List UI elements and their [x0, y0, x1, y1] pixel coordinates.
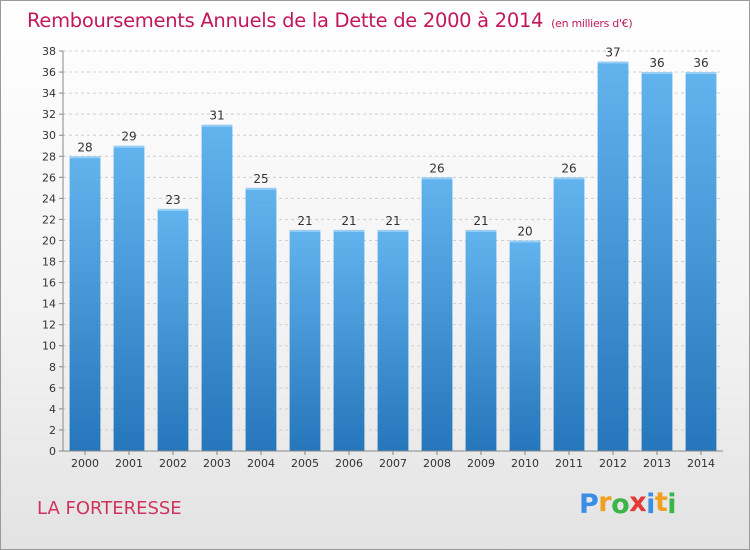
y-tick-label: 14	[42, 298, 56, 311]
data-label-2014: 36	[693, 56, 708, 70]
bar-2000	[69, 156, 101, 451]
bar-2013	[641, 72, 673, 451]
x-tick-label-2004: 2004	[247, 457, 275, 470]
bar-top-highlight	[201, 124, 233, 127]
x-tick-label-2009: 2009	[467, 457, 495, 470]
bar-top-highlight	[289, 229, 321, 232]
x-tick-label-2008: 2008	[423, 457, 451, 470]
logo-letter: i	[646, 489, 655, 520]
y-tick-label: 4	[49, 403, 56, 416]
x-tick-label-2012: 2012	[599, 457, 627, 470]
chart-title: Remboursements Annuels de la Dette de 20…	[27, 9, 633, 32]
y-tick-label: 30	[42, 129, 56, 142]
bar-2003	[201, 124, 233, 452]
data-label-2009: 21	[473, 214, 488, 228]
x-tick-label-2005: 2005	[291, 457, 319, 470]
bar-top-highlight	[509, 240, 541, 243]
bar-top-highlight	[157, 208, 189, 211]
logo-letter: t	[654, 487, 668, 518]
labels: 0246810121416182022242628303234363828200…	[42, 45, 715, 470]
logo-letter: P	[579, 489, 599, 520]
y-tick-label: 2	[49, 424, 56, 437]
y-tick-label: 10	[42, 340, 56, 353]
bar-2005	[289, 229, 321, 451]
logo-letter: o	[611, 489, 630, 520]
bar-top-highlight	[377, 229, 409, 232]
logo-letter: i	[667, 489, 677, 520]
y-tick-label: 32	[42, 108, 56, 121]
data-label-2000: 28	[77, 140, 92, 154]
bar-2004	[245, 187, 277, 451]
bar-2012	[597, 61, 629, 452]
data-label-2010: 20	[517, 224, 532, 238]
bar-top-highlight	[69, 156, 101, 159]
bar-top-highlight	[597, 61, 629, 64]
data-label-2007: 21	[385, 214, 400, 228]
bar-2011	[553, 177, 585, 451]
bar-2009	[465, 229, 497, 451]
data-label-2013: 36	[649, 56, 664, 70]
data-label-2005: 21	[297, 214, 312, 228]
y-tick-label: 28	[42, 150, 56, 163]
bar-top-highlight	[113, 145, 145, 148]
bar-top-highlight	[553, 177, 585, 180]
bar-2006	[333, 229, 365, 451]
y-tick-label: 38	[42, 45, 56, 58]
x-tick-label-2001: 2001	[115, 457, 143, 470]
bar-2001	[113, 145, 145, 451]
y-tick-label: 22	[42, 213, 56, 226]
bar-top-highlight	[245, 187, 277, 190]
logo-letter: r	[598, 487, 612, 518]
data-label-2006: 21	[341, 214, 356, 228]
x-tick-label-2010: 2010	[511, 457, 539, 470]
chart-title-text: Remboursements Annuels de la Dette de 20…	[27, 9, 544, 32]
bar-2014	[685, 72, 717, 451]
x-tick-label-2014: 2014	[687, 457, 715, 470]
y-tick-label: 34	[42, 87, 56, 100]
y-tick-label: 18	[42, 256, 56, 269]
y-tick-label: 36	[42, 66, 56, 79]
data-label-2001: 29	[121, 130, 136, 144]
x-tick-label-2011: 2011	[555, 457, 583, 470]
data-label-2011: 26	[561, 161, 576, 175]
y-tick-label: 16	[42, 277, 56, 290]
y-tick-label: 8	[49, 361, 56, 374]
bar-top-highlight	[465, 229, 497, 232]
bar-2010	[509, 240, 541, 451]
x-tick-label-2007: 2007	[379, 457, 407, 470]
x-tick-label-2003: 2003	[203, 457, 231, 470]
data-label-2004: 25	[253, 172, 268, 186]
proxiti-logo: Proxiti	[579, 487, 677, 520]
data-label-2008: 26	[429, 161, 444, 175]
logo-letter: x	[629, 487, 647, 518]
chart-unit: (en milliers d'€)	[551, 17, 633, 30]
x-tick-label-2006: 2006	[335, 457, 363, 470]
x-tick-label-2002: 2002	[159, 457, 187, 470]
x-tick-label-2013: 2013	[643, 457, 671, 470]
bar-top-highlight	[685, 72, 717, 75]
y-tick-label: 24	[42, 192, 56, 205]
y-tick-label: 26	[42, 171, 56, 184]
y-tick-label: 0	[49, 445, 56, 458]
bar-2008	[421, 177, 453, 451]
y-tick-label: 12	[42, 319, 56, 332]
axes	[59, 50, 723, 455]
data-label-2012: 37	[605, 46, 620, 60]
bar-2002	[157, 208, 189, 451]
bars	[69, 61, 717, 452]
city-name: LA FORTERESSE	[37, 498, 182, 519]
bar-2007	[377, 229, 409, 451]
bar-top-highlight	[641, 72, 673, 75]
y-tick-label: 6	[49, 382, 56, 395]
bar-top-highlight	[333, 229, 365, 232]
bar-top-highlight	[421, 177, 453, 180]
data-label-2003: 31	[209, 109, 224, 123]
data-label-2002: 23	[165, 193, 180, 207]
y-tick-label: 20	[42, 234, 56, 247]
x-tick-label-2000: 2000	[71, 457, 99, 470]
